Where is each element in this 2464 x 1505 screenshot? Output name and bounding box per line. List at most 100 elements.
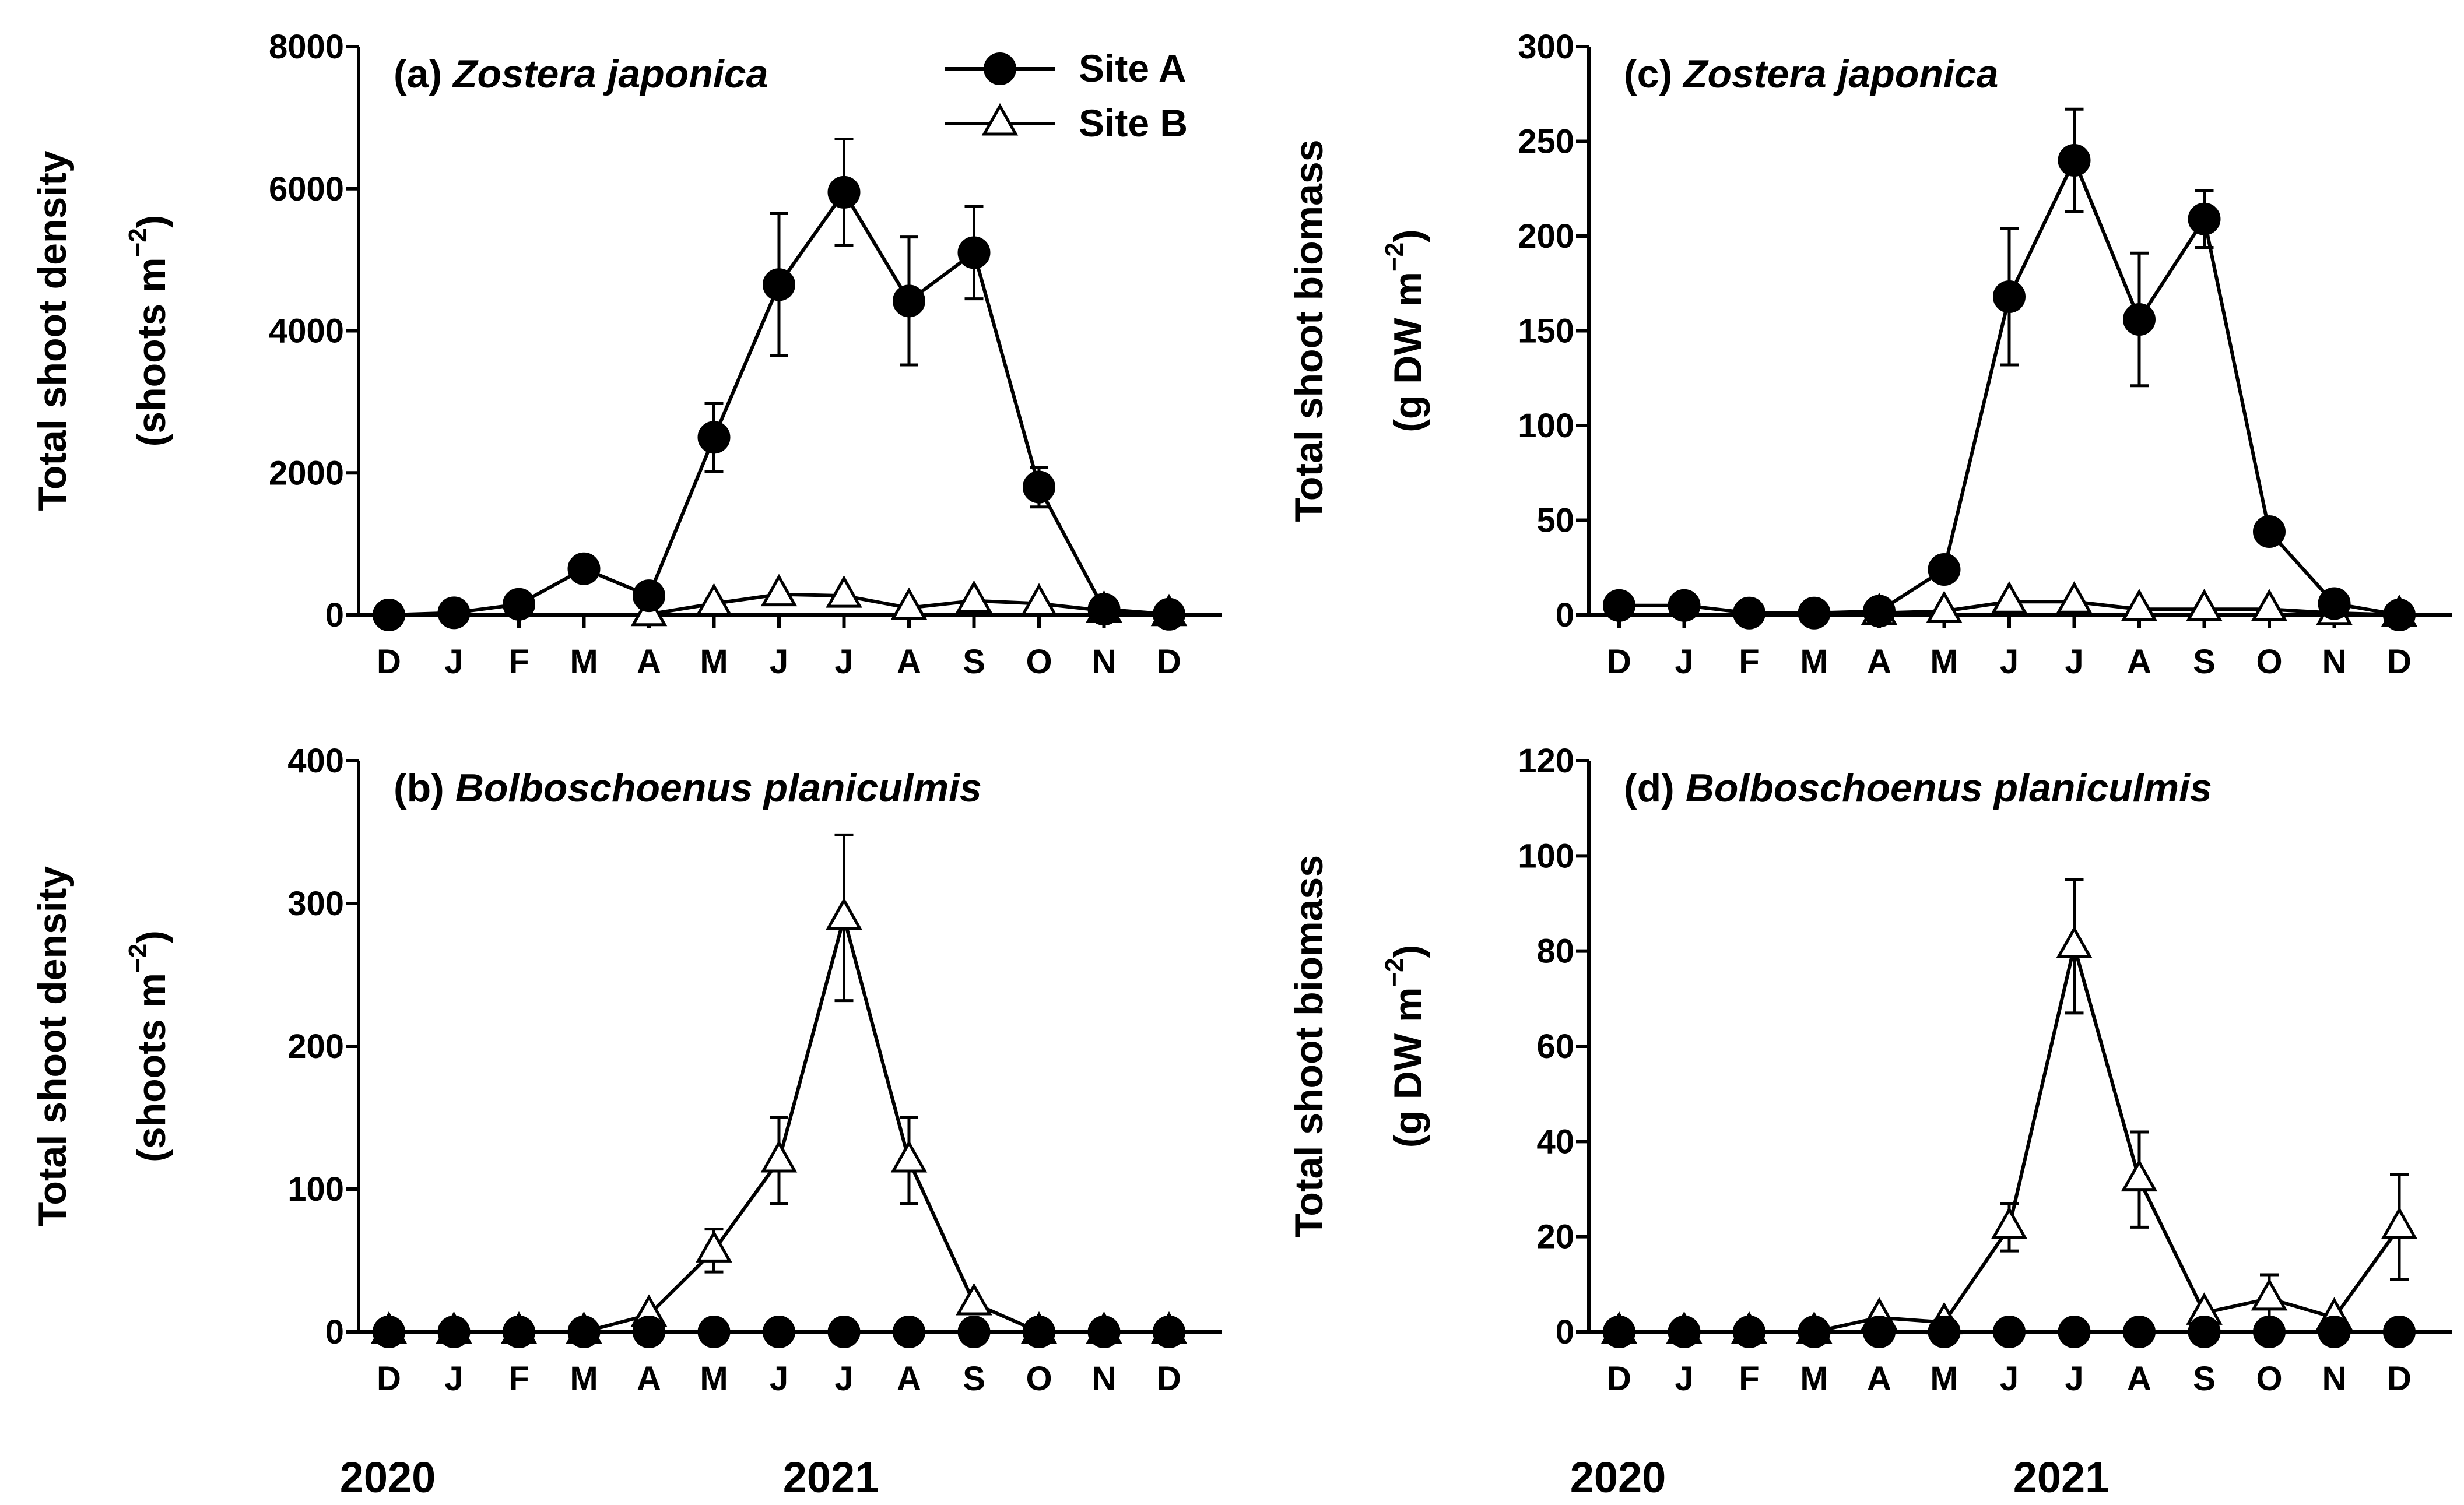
- data-point-site-a: [1798, 596, 1831, 630]
- data-point-site-a: [1603, 589, 1635, 622]
- y-axis-units: (g DW m−2): [1380, 229, 1430, 432]
- data-point-site-b: [2381, 1207, 2418, 1239]
- data-point-site-a: [893, 1316, 925, 1348]
- data-point-site-a: [763, 268, 795, 301]
- panel-letter: (a): [394, 52, 453, 96]
- x-tick-label: N: [1092, 1360, 1117, 1398]
- panel-a: 0 2000 4000 6000 8000 D J F M A M J J A S O N D Total shoo…: [30, 28, 1222, 681]
- y-tick-label: 150: [1518, 312, 1574, 350]
- x-tick-label: O: [2256, 1360, 2282, 1398]
- panel-letter: (c): [1624, 52, 1683, 96]
- legend: Site A Site B: [945, 47, 1188, 145]
- year-label: 2020: [340, 1453, 436, 1502]
- data-point-site-a: [437, 596, 471, 630]
- x-tick-label: M: [1800, 643, 1828, 681]
- data-point-site-b: [1020, 583, 1058, 616]
- y-tick-label: 200: [287, 1028, 344, 1066]
- y-tick-label: 100: [1518, 837, 1574, 875]
- data-point-site-b: [2186, 589, 2223, 621]
- data-point-site-b: [2056, 926, 2093, 958]
- x-tick-label: J: [2065, 1360, 2083, 1398]
- y-axis-units-base: (g DW m: [1386, 987, 1430, 1148]
- x-tick-label: M: [570, 643, 598, 681]
- data-point-site-a: [2253, 515, 2286, 548]
- x-tick-label: M: [1930, 643, 1958, 681]
- data-point-site-a: [2123, 303, 2156, 336]
- x-tick-label: O: [1026, 643, 1052, 681]
- x-tick-label: F: [1739, 1360, 1759, 1398]
- y-axis-units-sup: −2: [1380, 242, 1409, 272]
- x-tick-label: D: [377, 1360, 401, 1398]
- data-point-site-b: [760, 1140, 798, 1173]
- data-point-site-b: [2056, 581, 2093, 614]
- data-point-site-a: [1153, 597, 1185, 631]
- data-point-site-a: [2253, 1316, 2286, 1348]
- x-tick-label: F: [1739, 643, 1759, 681]
- x-tick-label: D: [1157, 1360, 1181, 1398]
- x-tick-label: J: [444, 643, 463, 681]
- y-tick-label: 400: [287, 742, 344, 780]
- x-tick-label: D: [2387, 1360, 2412, 1398]
- legend-label-site-b: Site B: [1079, 101, 1188, 145]
- x-tick-label: M: [700, 1360, 728, 1398]
- x-tick-label: J: [834, 643, 853, 681]
- y-tick-label: 4000: [269, 312, 344, 350]
- x-tick-label: S: [963, 643, 985, 681]
- y-axis-units: (shoots m−2): [124, 215, 174, 447]
- x-tick-label: O: [2256, 643, 2282, 681]
- y-tick-label: 100: [1518, 407, 1574, 445]
- y-tick-label: 50: [1536, 502, 1574, 540]
- y-axis-units-end: ): [129, 215, 174, 228]
- y-axis-units-end: ): [1386, 229, 1430, 242]
- x-tick-label: A: [2127, 1360, 2151, 1398]
- y-axis-units-end: ): [129, 930, 174, 944]
- y-axis-units: (g DW m−2): [1380, 945, 1430, 1148]
- x-tick-label: J: [1675, 1360, 1693, 1398]
- data-point-site-a: [763, 1316, 795, 1348]
- panel-species: Zostera japonica: [1682, 52, 1998, 96]
- x-tick-label: M: [700, 643, 728, 681]
- x-tick-label: F: [508, 1360, 529, 1398]
- panel-c: 0 50 100 150 200 250 300 D J F M A M J J A S O N D Total sho…: [1287, 28, 2452, 681]
- data-point-site-b: [1991, 581, 2028, 614]
- data-point-site-a: [2383, 1316, 2416, 1348]
- data-point-site-a: [373, 599, 405, 631]
- y-tick-label: 20: [1536, 1218, 1574, 1256]
- data-point-site-a: [957, 236, 991, 269]
- year-label: 2021: [2013, 1453, 2110, 1502]
- y-axis-units: (shoots m−2): [124, 930, 174, 1162]
- y-axis-title: Total shoot density: [30, 866, 75, 1226]
- x-tick-label: N: [2322, 1360, 2347, 1398]
- y-axis-units-sup: −2: [124, 228, 152, 257]
- x-tick-label: M: [1800, 1360, 1828, 1398]
- panel-title: (a) Zostera japonica: [394, 52, 768, 96]
- data-point-site-a: [1798, 1316, 1831, 1348]
- x-tick-label: D: [1157, 643, 1181, 681]
- data-point-site-b: [2121, 1159, 2158, 1192]
- y-axis-units-base: (g DW m: [1386, 272, 1430, 432]
- x-tick-label: J: [834, 1360, 853, 1398]
- data-point-site-b: [2251, 589, 2288, 621]
- data-point-site-a: [1087, 1316, 1121, 1348]
- panel-title: (c) Zostera japonica: [1624, 52, 1998, 96]
- data-point-site-b: [826, 575, 862, 608]
- data-point-site-a: [1023, 470, 1055, 504]
- legend-marker-site-b: [981, 103, 1019, 136]
- data-point-site-a: [1603, 1316, 1635, 1348]
- data-point-site-a: [1863, 1316, 1896, 1348]
- y-axis-title: Total shoot biomass: [1287, 139, 1331, 522]
- x-tick-label: D: [1607, 1360, 1631, 1398]
- data-point-site-a: [1928, 1316, 1961, 1348]
- panel-title: (d) Bolboschoenus planiculmis: [1624, 766, 2212, 810]
- y-tick-label: 100: [287, 1170, 344, 1208]
- series-site-b: [1600, 878, 2418, 1344]
- x-tick-label: A: [637, 1360, 661, 1398]
- x-tick-label: J: [2065, 643, 2083, 681]
- x-tick-label: J: [1675, 643, 1693, 681]
- x-tick-label: A: [1867, 643, 1891, 681]
- x-tick-label: N: [2322, 643, 2347, 681]
- data-point-site-a: [697, 421, 731, 454]
- x-tick-label: J: [444, 1360, 463, 1398]
- data-point-site-a: [633, 1316, 665, 1348]
